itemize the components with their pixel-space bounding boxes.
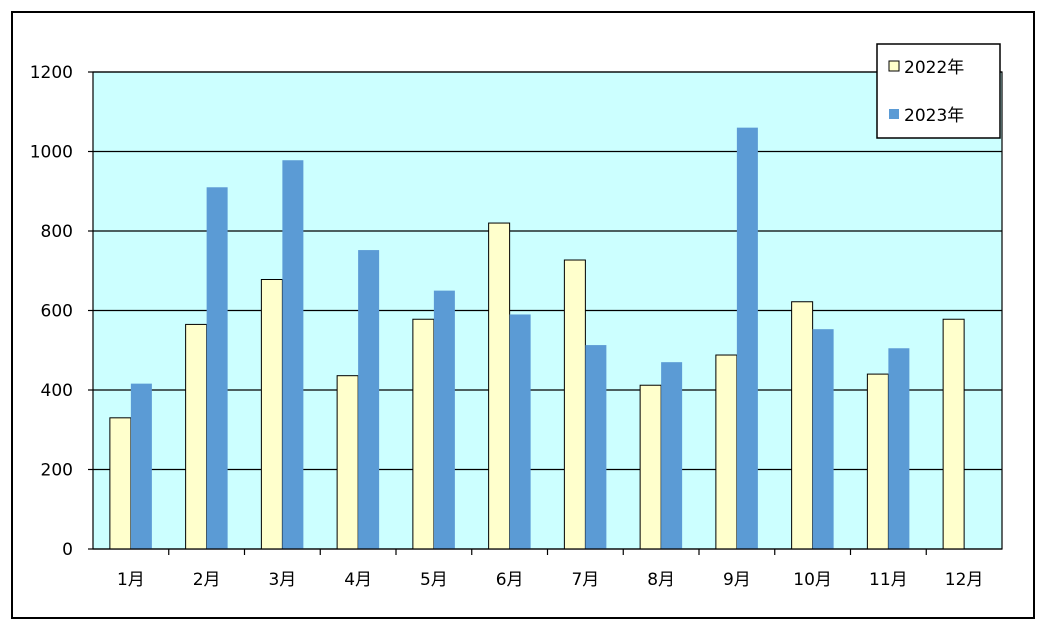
x-tick-label: 8月	[647, 570, 675, 590]
bars	[109, 127, 965, 550]
legend: 2022年 2023年	[876, 43, 1001, 139]
bar-2023-1	[130, 383, 152, 549]
bar-2022-6	[488, 222, 511, 550]
bar-2023-6	[509, 314, 531, 549]
y-tick-label: 1000	[30, 143, 73, 163]
bar-2022-4	[336, 375, 359, 550]
bar-2022-1	[109, 417, 132, 550]
bar-2023-11	[888, 348, 910, 549]
x-tick-label: 9月	[723, 570, 751, 590]
legend-label-2023: 2023年	[904, 106, 964, 126]
y-axis-ticks: 0 200 400 600 800 1000 1200	[30, 63, 93, 560]
x-tick-label: 4月	[344, 570, 372, 590]
x-tick-label: 2月	[193, 570, 221, 590]
y-tick-label: 400	[41, 381, 73, 401]
x-tick-label: 11月	[869, 570, 908, 590]
y-tick-label: 0	[62, 540, 73, 560]
x-tick-label: 7月	[571, 570, 599, 590]
y-tick-label: 800	[41, 222, 73, 242]
legend-swatch-2023	[889, 109, 899, 119]
x-axis-ticks: 1月 2月 3月 4月 5月 6月 7月 8月 9月 10月 11月 12月	[117, 549, 983, 590]
x-tick-label: 5月	[420, 570, 448, 590]
x-tick-label: 3月	[268, 570, 296, 590]
bar-2022-5	[412, 318, 435, 550]
bar-2023-7	[585, 345, 607, 549]
bar-2022-2	[185, 323, 208, 550]
bar-2023-9	[736, 127, 758, 550]
y-tick-label: 200	[41, 461, 73, 481]
legend-label-2022: 2022年	[904, 58, 964, 78]
y-tick-label: 1200	[30, 63, 73, 83]
bar-2023-2	[206, 187, 228, 549]
x-tick-label: 1月	[117, 570, 145, 590]
bar-2023-4	[358, 250, 380, 549]
x-tick-label: 6月	[496, 570, 524, 590]
legend-box	[876, 43, 1001, 139]
bar-2022-10	[791, 301, 814, 550]
gridlines	[93, 71, 1002, 471]
bar-2023-3	[282, 160, 304, 549]
x-tick-label: 10月	[793, 570, 832, 590]
bar-2022-11	[866, 373, 889, 550]
y-tick-label: 600	[41, 302, 73, 322]
bar-2022-3	[260, 278, 283, 550]
bar-2022-8	[639, 384, 662, 550]
bar-2022-12	[942, 318, 965, 550]
x-tick-label: 12月	[945, 570, 984, 590]
legend-swatch-2022	[888, 60, 900, 72]
bar-2022-9	[715, 354, 738, 550]
bar-2023-5	[433, 290, 455, 549]
bar-2023-8	[661, 362, 683, 549]
bar-2022-7	[563, 259, 586, 550]
bar-2023-10	[812, 329, 834, 549]
